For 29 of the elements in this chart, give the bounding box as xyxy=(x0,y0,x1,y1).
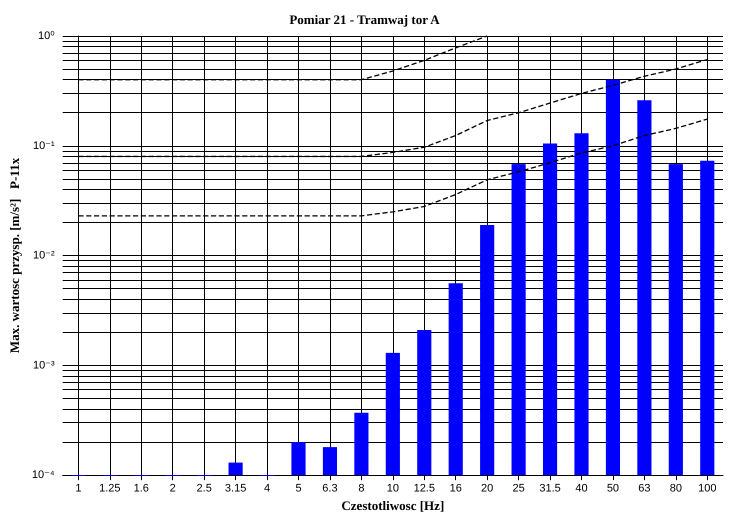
x-tick-label: 25 xyxy=(512,482,525,495)
x-tick-label: 12.5 xyxy=(414,482,435,495)
x-tick-label: 1 xyxy=(75,482,82,495)
y-axis-title: Max. wartosc przysp. [m/s²] P-11x xyxy=(7,157,22,354)
x-tick-label: 10 xyxy=(386,482,399,495)
x-tick-label: 2.5 xyxy=(196,482,212,495)
x-tick-label: 100 xyxy=(698,482,716,495)
x-tick-label: 50 xyxy=(606,482,620,495)
y-tick-label: 10⁻¹ xyxy=(32,140,55,152)
x-axis-title: Czestotliwosc [Hz] xyxy=(341,498,444,513)
x-tick-label: 63 xyxy=(638,482,651,495)
y-tick-label: 10⁻³ xyxy=(32,359,55,372)
x-tick-label: 80 xyxy=(670,482,682,495)
x-tick-label: 8 xyxy=(358,482,364,495)
y-tick-label: 10⁻² xyxy=(32,250,55,262)
x-tick-label: 20 xyxy=(481,482,494,495)
x-tick-label: 5 xyxy=(295,482,302,495)
y-tick-label: 10⁻⁴ xyxy=(32,469,55,482)
x-tick-label: 40 xyxy=(575,482,588,495)
x-tick-label: 3.15 xyxy=(224,482,246,495)
x-tick-label: 2 xyxy=(170,482,176,495)
x-tick-label: 16 xyxy=(450,482,462,495)
chart-title: Pomiar 21 - Tramwaj tor A xyxy=(289,12,440,27)
x-tick-label: 1.6 xyxy=(134,482,149,495)
y-tick-label: 10⁰ xyxy=(38,30,56,42)
x-tick-label: 6.3 xyxy=(322,482,338,495)
x-tick-label: 31.5 xyxy=(539,482,561,495)
x-tick-label: 4 xyxy=(264,482,270,495)
x-tick-label: 1.25 xyxy=(99,482,121,495)
